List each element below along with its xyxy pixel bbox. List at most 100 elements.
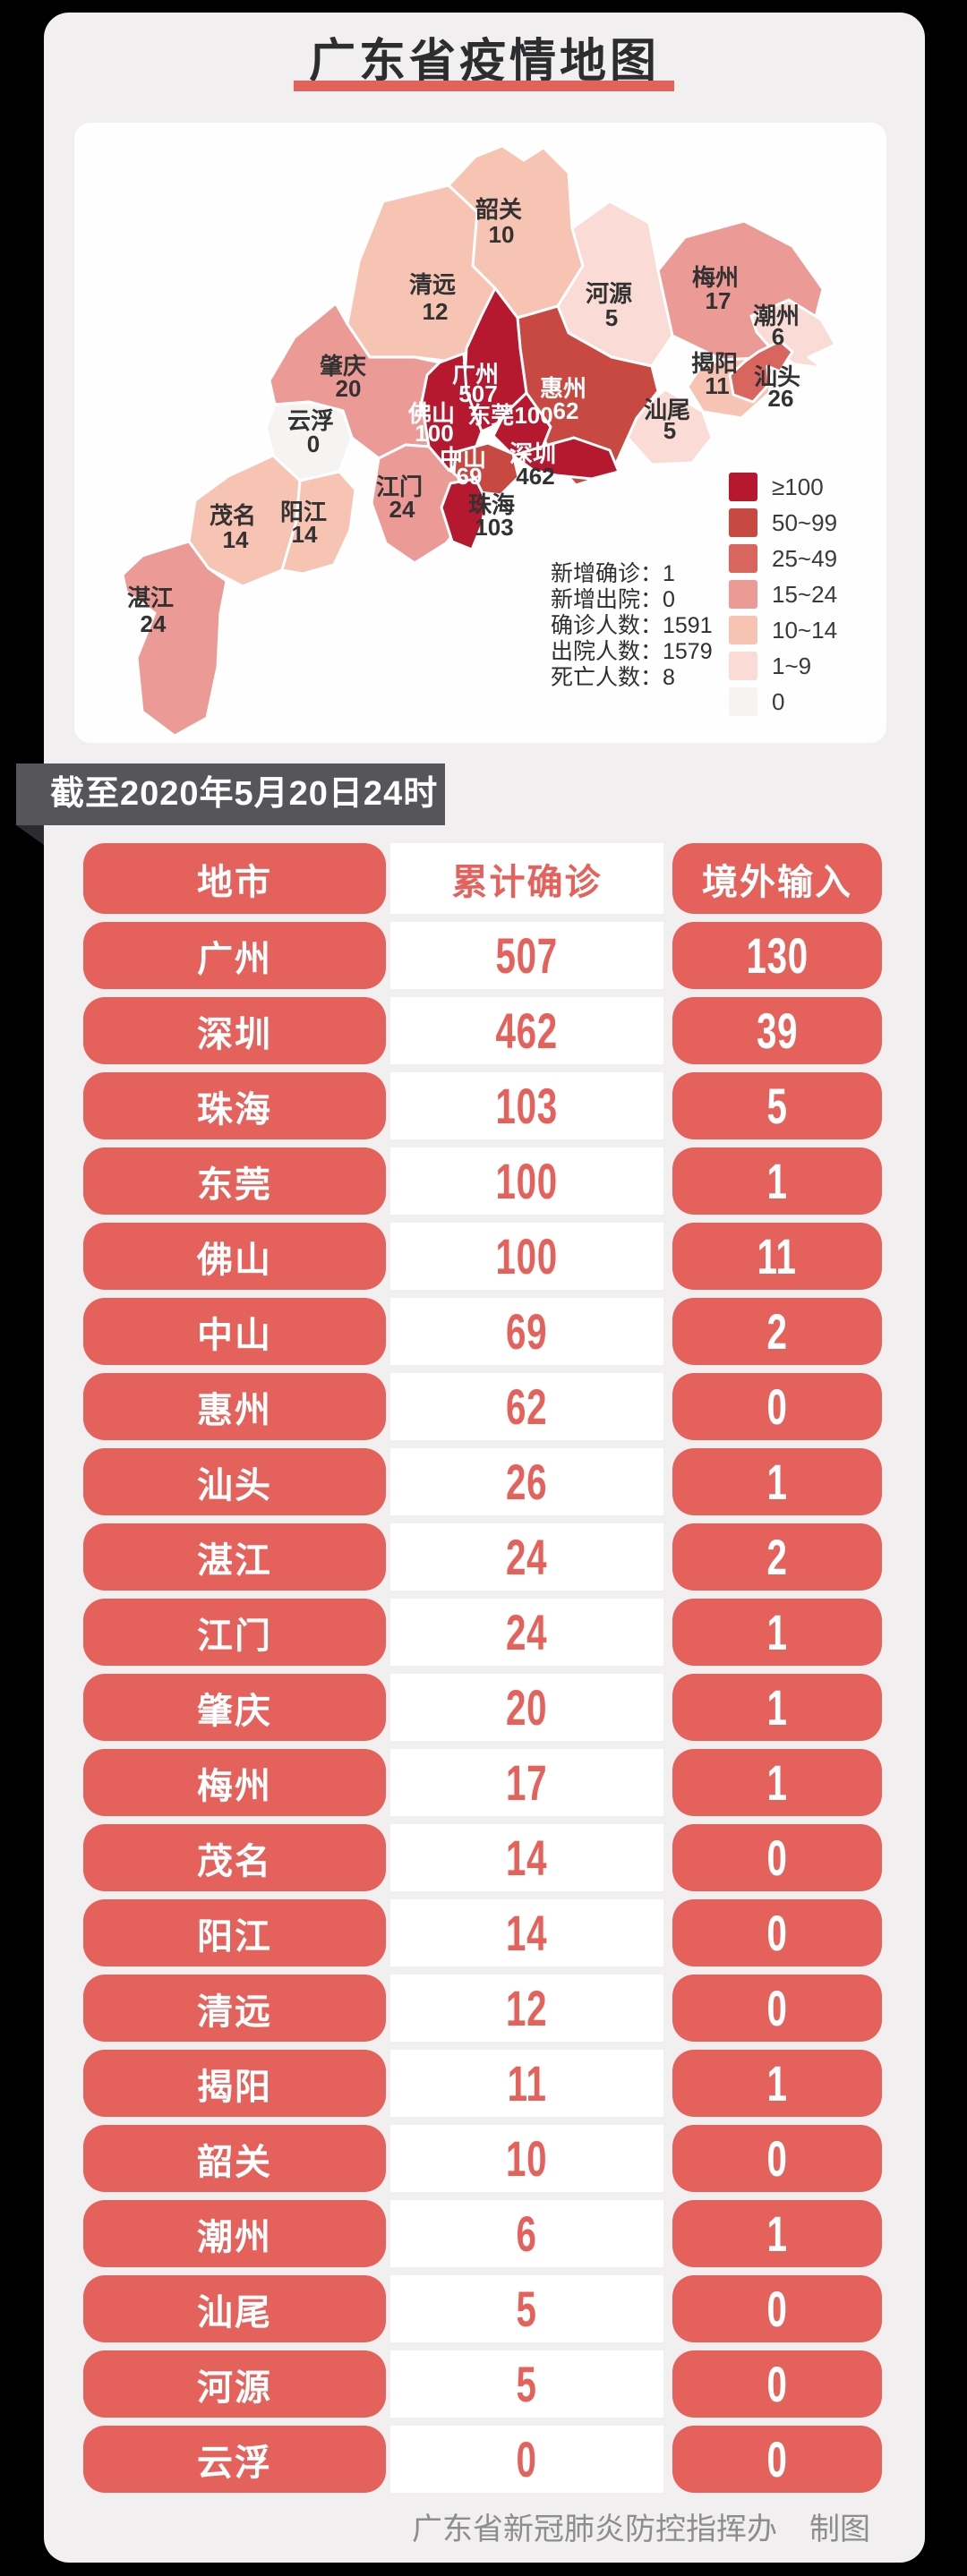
table-row: 中山 69 2 — [83, 1298, 882, 1365]
stat-deaths: 死亡人数：8 — [551, 665, 675, 690]
imported-count: 130 — [672, 922, 882, 989]
table-row: 广州 507 130 — [83, 922, 882, 989]
imported-number: 11 — [757, 1228, 798, 1284]
legend-item: 0 — [729, 687, 837, 716]
legend-swatch — [729, 544, 757, 573]
table-row: 云浮 0 0 — [83, 2426, 882, 2493]
map-label-yunfu: 云浮 — [287, 407, 334, 434]
data-table: 地市 累计确诊 境外输入 广州 507 130 深圳 462 39 珠海 103 5 东莞 1… — [83, 843, 882, 2493]
map-value-meizhou: 17 — [706, 287, 732, 314]
map-panel: 清远 12 韶关 10 河源 5 梅州 17 潮州 6 揭阳 11 汕头 26 … — [74, 123, 886, 743]
map-stats: 新增确诊：1 新增出院：0 确诊人数：1591 出院人数：1579 死亡人数：8 — [551, 561, 713, 691]
map-label-shenzhen: 深圳 — [509, 440, 556, 467]
imported-number: 0 — [766, 2130, 788, 2187]
city-name: 潮州 — [83, 2200, 386, 2267]
table-row: 潮州 6 1 — [83, 2200, 882, 2267]
legend-swatch — [729, 473, 757, 501]
city-name: 江门 — [83, 1599, 386, 1666]
imported-count: 1 — [672, 2200, 882, 2267]
imported-count: 0 — [672, 1975, 882, 2042]
confirmed-count: 507 — [390, 922, 663, 989]
map-label-zhaoqing: 肇庆 — [320, 353, 366, 380]
map-value-zhongshan: 69 — [457, 463, 483, 490]
stat-total-discharged: 出院人数：1579 — [551, 639, 713, 664]
legend-item: 50~99 — [729, 508, 837, 537]
map-value-guangzhou: 507 — [458, 380, 497, 407]
city-name: 阳江 — [83, 1899, 386, 1966]
map-label-chaozhou: 潮州 — [753, 303, 800, 329]
table-row: 阳江 14 0 — [83, 1899, 882, 1966]
date-banner-fold — [16, 825, 44, 845]
confirmed-count: 10 — [390, 2125, 663, 2192]
map-value-foshan: 100 — [415, 420, 453, 447]
map-region-shenzhen — [511, 436, 620, 481]
city-name: 汕尾 — [83, 2275, 386, 2342]
map-region-zhuhai — [440, 477, 488, 551]
table-row: 深圳 462 39 — [83, 997, 882, 1064]
imported-count: 1 — [672, 1674, 882, 1741]
map-value-jiangmen: 24 — [389, 496, 415, 523]
page-title: 广东省疫情地图 — [308, 36, 660, 88]
confirmed-count: 69 — [390, 1298, 663, 1365]
map-value-qingyuan: 12 — [423, 298, 449, 325]
legend-swatch — [729, 616, 757, 644]
imported-count: 0 — [672, 2125, 882, 2192]
city-name: 揭阳 — [83, 2050, 386, 2117]
map-label-zhongshan: 中山 — [440, 445, 486, 472]
legend-swatch — [729, 580, 757, 609]
map-value-jieyang: 11 — [705, 372, 730, 399]
legend-label: ≥100 — [772, 473, 824, 500]
city-name: 湛江 — [83, 1523, 386, 1591]
table-row: 茂名 14 0 — [83, 1824, 882, 1891]
confirmed-count: 103 — [390, 1072, 663, 1139]
confirmed-count: 14 — [390, 1899, 663, 1966]
imported-count: 5 — [672, 1072, 882, 1139]
map-label-qingyuan: 清远 — [409, 271, 456, 298]
imported-count: 0 — [672, 2426, 882, 2493]
stat-total-confirmed: 确诊人数：1591 — [551, 613, 713, 638]
confirmed-number: 100 — [495, 1228, 559, 1284]
imported-count: 1 — [672, 1749, 882, 1816]
confirmed-number: 12 — [506, 1980, 548, 2036]
map-value-maoming: 14 — [223, 526, 249, 553]
confirmed-count: 100 — [390, 1223, 663, 1290]
confirmed-number: 24 — [506, 1604, 548, 1660]
confirmed-count: 24 — [390, 1599, 663, 1666]
legend-label: 1~9 — [772, 652, 812, 679]
imported-count: 0 — [672, 2350, 882, 2418]
table-row: 清远 12 0 — [83, 1975, 882, 2042]
table-row: 揭阳 11 1 — [83, 2050, 882, 2117]
table-row: 江门 24 1 — [83, 1599, 882, 1666]
confirmed-number: 62 — [506, 1378, 548, 1435]
confirmed-count: 14 — [390, 1824, 663, 1891]
legend-label: 10~14 — [772, 616, 838, 644]
map-label-shanwei: 汕尾 — [644, 397, 690, 423]
map-value-huizhou: 62 — [553, 397, 579, 424]
imported-number: 1 — [766, 1754, 788, 1811]
imported-count: 1 — [672, 2050, 882, 2117]
imported-number: 130 — [746, 927, 809, 984]
table-row: 惠州 62 0 — [83, 1373, 882, 1440]
confirmed-count: 17 — [390, 1749, 663, 1816]
city-name: 东莞 — [83, 1147, 386, 1215]
legend-item: 15~24 — [729, 580, 837, 609]
legend-swatch — [729, 687, 757, 716]
city-name: 清远 — [83, 1975, 386, 2042]
city-name: 云浮 — [83, 2426, 386, 2493]
footer-label: 制图 — [809, 2512, 870, 2546]
city-name: 韶关 — [83, 2125, 386, 2192]
map-value-shanwei: 5 — [663, 417, 676, 444]
stat-new-discharged: 新增出院：0 — [551, 587, 675, 612]
confirmed-count: 5 — [390, 2275, 663, 2342]
map-value-shenzhen: 462 — [516, 463, 554, 490]
map-label-yangjiang: 阳江 — [280, 499, 327, 525]
map-value-zhanjiang: 24 — [141, 610, 167, 637]
confirmed-count: 11 — [390, 2050, 663, 2117]
imported-number: 0 — [766, 1980, 788, 2036]
map-label-shantou: 汕头 — [754, 363, 800, 390]
legend-item: ≥100 — [729, 473, 837, 501]
table-row: 湛江 24 2 — [83, 1523, 882, 1591]
confirmed-number: 14 — [506, 1905, 548, 1961]
legend-item: 10~14 — [729, 616, 837, 644]
